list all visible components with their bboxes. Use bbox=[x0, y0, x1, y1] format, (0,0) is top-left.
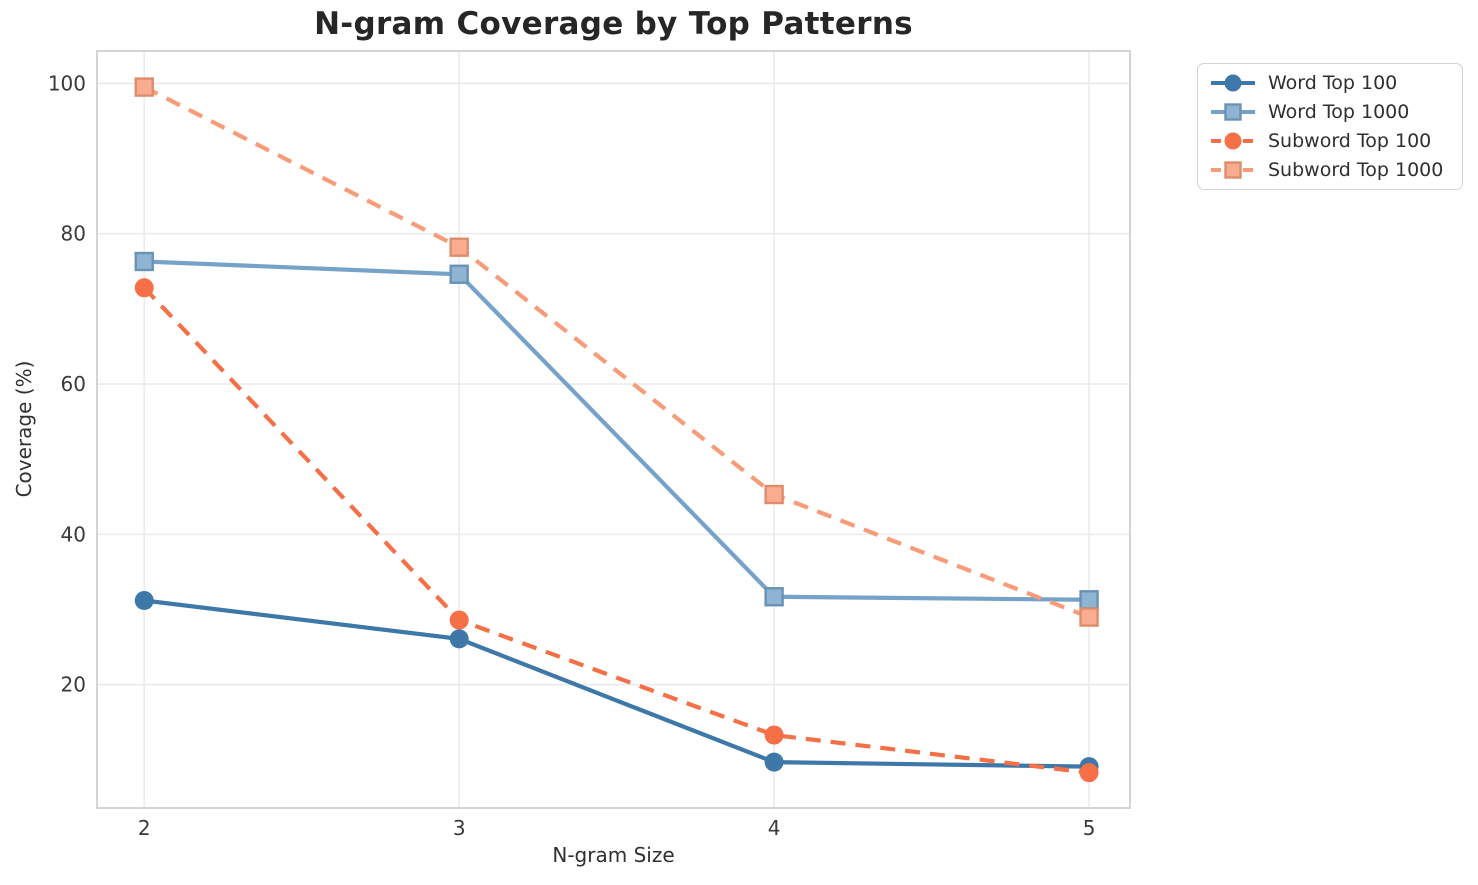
marker-circle bbox=[449, 629, 469, 649]
chart-title: N-gram Coverage by Top Patterns bbox=[314, 6, 913, 42]
legend-item-subword-top-1000: Subword Top 1000 bbox=[1210, 156, 1450, 185]
marker-square bbox=[1224, 161, 1242, 180]
y-tick-label: 20 bbox=[61, 673, 86, 697]
marker-circle bbox=[764, 752, 784, 772]
marker-square bbox=[1224, 103, 1242, 121]
legend-item-word-top-100: Word Top 100 bbox=[1210, 68, 1450, 97]
legend-label: Subword Top 1000 bbox=[1268, 159, 1444, 182]
legend-handle-circle-icon bbox=[1211, 132, 1255, 150]
legend-item-subword-top-100: Subword Top 100 bbox=[1210, 127, 1450, 156]
marker-square bbox=[134, 251, 154, 272]
marker-square bbox=[449, 237, 469, 257]
marker-circle bbox=[134, 278, 154, 298]
marker-circle bbox=[1224, 132, 1242, 150]
plot-border bbox=[96, 50, 1131, 809]
marker-square bbox=[134, 77, 154, 97]
legend-label: Subword Top 100 bbox=[1268, 130, 1432, 153]
x-tick-label: 3 bbox=[453, 816, 466, 840]
marker-circle bbox=[1079, 763, 1099, 783]
series-line-subword-top-1000 bbox=[143, 85, 1090, 620]
marker-square bbox=[449, 264, 469, 284]
series-line-word-top-1000 bbox=[144, 259, 1090, 602]
series-line-subword-top-100 bbox=[142, 286, 1090, 775]
marker-circle bbox=[449, 610, 469, 630]
marker-circle bbox=[764, 725, 784, 745]
legend-item-word-top-1000: Word Top 1000 bbox=[1210, 97, 1450, 126]
series-line-word-top-100 bbox=[143, 598, 1090, 769]
x-tick-label: 4 bbox=[768, 816, 781, 840]
marker-square bbox=[1079, 590, 1099, 610]
legend-label: Word Top 1000 bbox=[1268, 100, 1410, 123]
marker-circle bbox=[1224, 74, 1242, 92]
x-tick-label: 2 bbox=[138, 816, 151, 840]
legend-handle-square-icon bbox=[1211, 103, 1255, 121]
marker-square bbox=[1079, 607, 1099, 627]
y-tick-label: 80 bbox=[61, 222, 86, 246]
legend: Word Top 100 Word Top 1000 Subword Top 100… bbox=[1197, 63, 1463, 190]
legend-handle-circle-icon bbox=[1211, 74, 1255, 92]
marker-square bbox=[764, 587, 784, 607]
marker-square bbox=[764, 484, 784, 505]
x-axis-label: N-gram Size bbox=[552, 843, 675, 867]
x-tick-label: 5 bbox=[1083, 816, 1096, 840]
y-tick-label: 40 bbox=[61, 522, 86, 546]
y-tick-label: 100 bbox=[48, 71, 86, 95]
y-tick-label: 60 bbox=[61, 372, 86, 396]
legend-handle-square-icon bbox=[1211, 161, 1255, 180]
marker-circle bbox=[134, 591, 154, 611]
legend-label: Word Top 100 bbox=[1268, 71, 1398, 94]
